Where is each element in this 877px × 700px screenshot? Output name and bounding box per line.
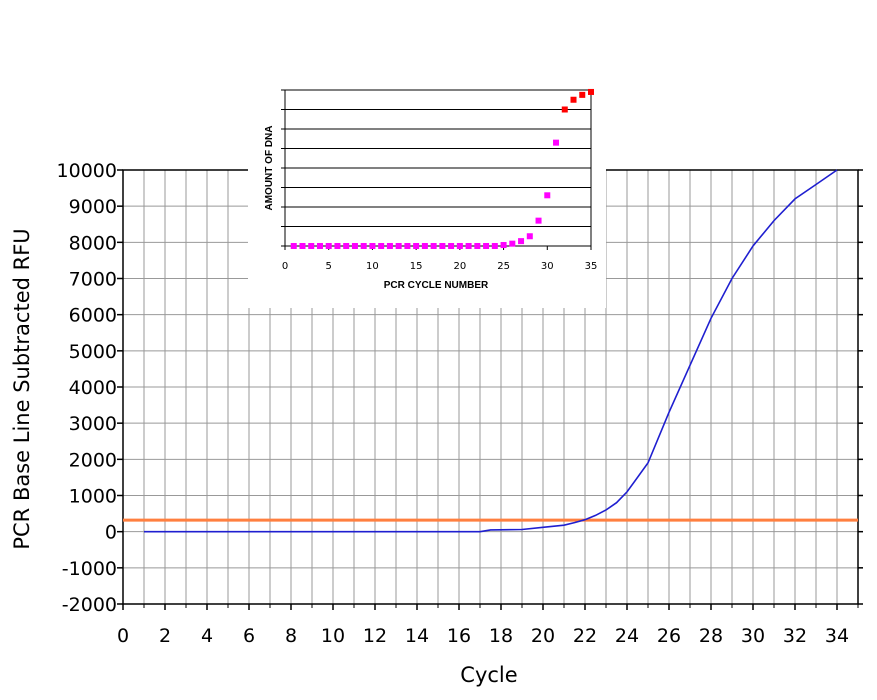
inset-data-point [535, 217, 542, 224]
inset-x-axis-title: PCR CYCLE NUMBER [384, 280, 489, 291]
x-tick-label: 34 [825, 625, 849, 647]
inset-data-point [360, 243, 367, 249]
inset-data-point [588, 88, 594, 95]
inset-data-point [500, 242, 507, 249]
inset-data-point [343, 243, 350, 249]
inset-data-point [404, 243, 411, 249]
y-tick-label: 1000 [69, 486, 117, 508]
inset-data-point [518, 238, 525, 245]
inset-data-point [378, 243, 385, 249]
inset-x-tick-label: 10 [366, 261, 379, 272]
x-tick-label: 20 [531, 625, 555, 647]
x-tick-label: 24 [615, 625, 639, 647]
inset-data-point [316, 243, 323, 249]
inset-background [248, 80, 606, 308]
inset-data-point [334, 243, 341, 249]
x-tick-label: 18 [489, 625, 513, 647]
inset-x-tick-label: 5 [326, 261, 332, 272]
inset-data-point [570, 96, 577, 103]
inset-x-tick-label: 20 [453, 261, 466, 272]
x-tick-label: 32 [783, 625, 807, 647]
inset-data-point [308, 243, 315, 249]
x-tick-label: 16 [447, 625, 471, 647]
x-tick-label: 26 [657, 625, 681, 647]
inset-data-point [465, 243, 472, 249]
y-tick-label: 6000 [69, 305, 117, 327]
y-tick-label: -2000 [62, 594, 117, 616]
inset-x-tick-label: 25 [497, 261, 510, 272]
inset-data-point [299, 243, 306, 249]
inset-data-points [290, 88, 594, 249]
inset-chart: 0 5 10 15 20 25 30 35 PCR CYCLE NUMBER AMOUNT O… [248, 80, 606, 308]
inset-data-point [386, 243, 393, 249]
inset-data-point [509, 240, 516, 247]
y-tick-label: 3000 [69, 413, 117, 435]
y-tick-label: -1000 [62, 558, 117, 580]
x-tick-label: 12 [363, 625, 387, 647]
y-tick-label: 10000 [57, 160, 117, 182]
y-tick-label: 5000 [69, 341, 117, 363]
inset-data-point [526, 233, 533, 240]
x-tick-label: 30 [741, 625, 765, 647]
x-tick-label: 4 [201, 625, 213, 647]
x-tick-label: 28 [699, 625, 723, 647]
x-tick-label: 6 [243, 625, 255, 647]
y-tick-label: 0 [105, 522, 117, 544]
x-tick-label: 8 [285, 625, 297, 647]
inset-data-point [448, 243, 455, 249]
inset-data-point [325, 243, 332, 249]
y-tick-label: 7000 [69, 269, 117, 291]
inset-y-axis-title: AMOUNT OF DNA [264, 126, 275, 211]
inset-data-point [483, 243, 490, 249]
amplification-curve [144, 169, 838, 533]
x-tick-label: 0 [117, 625, 129, 647]
inset-x-tick-label: 30 [541, 261, 554, 272]
x-tick-label: 2 [159, 625, 171, 647]
inset-data-point [544, 192, 551, 199]
inset-data-point [553, 139, 560, 146]
main-tick-labels: 0 2 4 6 8 10 12 14 16 18 20 22 24 26 28 30 32 34-2000-100… [57, 160, 863, 647]
inset-data-point [290, 243, 297, 249]
y-axis-title: PCR Base Line Subtracted RFU [10, 228, 34, 549]
inset-x-tick-label: 35 [585, 261, 598, 272]
inset-data-point [369, 243, 376, 249]
x-tick-label: 10 [321, 625, 345, 647]
inset-data-point [421, 243, 428, 249]
inset-data-point [395, 243, 402, 249]
inset-x-tick-label: 0 [282, 261, 288, 272]
inset-data-point [561, 106, 568, 113]
x-axis-title: Cycle [460, 663, 517, 687]
inset-data-point [430, 243, 437, 249]
inset-x-tick-label: 15 [410, 261, 423, 272]
inset-data-point [351, 243, 358, 249]
y-tick-label: 8000 [69, 232, 117, 254]
inset-data-point [491, 243, 498, 249]
x-tick-label: 22 [573, 625, 597, 647]
inset-data-point [579, 91, 586, 98]
inset-data-point [456, 243, 463, 249]
inset-data-point [474, 243, 481, 249]
x-tick-label: 14 [405, 625, 429, 647]
inset-data-point [413, 243, 420, 249]
y-tick-label: 2000 [69, 449, 117, 471]
inset-data-point [439, 243, 446, 249]
inset-gridlines [281, 89, 592, 247]
y-tick-label: 9000 [69, 196, 117, 218]
y-tick-label: 4000 [69, 377, 117, 399]
